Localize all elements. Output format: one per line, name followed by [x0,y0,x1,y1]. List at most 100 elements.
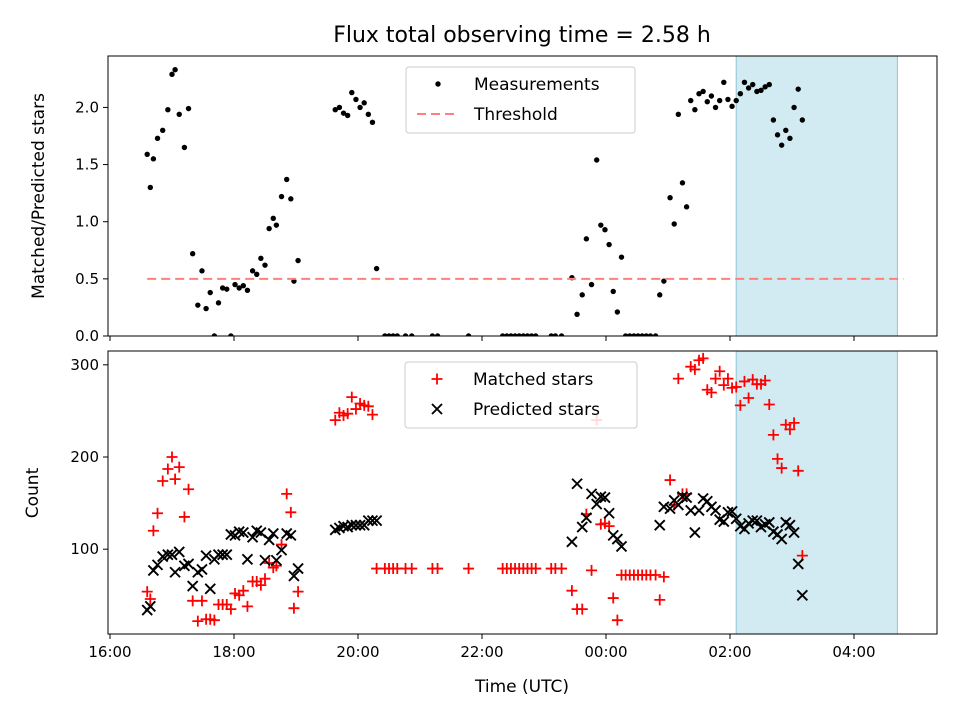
axes-frame [107,55,938,337]
chart-title: Flux total observing time = 2.58 h [333,23,711,48]
matched-stars-point [241,600,253,612]
predicted-stars-point [275,544,288,556]
predicted-stars-point [169,566,181,578]
predicted-stars-point [788,526,800,539]
predicted-stars-point [693,504,705,517]
predicted-stars-point [173,546,185,558]
matched-stars-point [697,352,709,364]
matched-stars-point [689,363,701,375]
measurement-point [696,91,702,97]
predicted-stars-point [654,519,666,531]
predicted-stars-point [585,488,598,500]
predicted-stars-point [186,580,199,592]
predicted-stars-point [676,490,689,503]
predicted-stars-point [763,516,775,529]
matched-stars-point [362,400,374,412]
measurement-point [382,333,388,336]
predicted-stars-point [689,526,701,539]
predicted-stars-point [288,570,300,582]
matched-stars-point [788,417,800,429]
measurement-point [622,333,629,336]
predicted-stars-point [566,536,578,548]
measurement-point [357,104,363,111]
measurement-point [750,81,756,88]
measurement-point [195,302,201,308]
measurement-point [737,91,744,97]
x-tick-label: 22:00 [460,643,503,661]
measurement-point [721,79,727,85]
measurement-point [758,87,764,93]
measurement-point [270,215,276,221]
predicted-stars-point [685,504,697,517]
predicted-stars-point [225,528,237,541]
measurement-point [284,176,290,183]
matched-stars-point [169,473,181,485]
matched-stars-point [759,374,771,386]
x-tick-label: 00:00 [584,643,627,661]
measurement-point [657,292,663,298]
measurement-point [273,222,280,228]
legend-entry: Predicted stars [473,400,600,420]
measurement-point [783,127,789,133]
predicted-stars-point [571,478,583,490]
measurement-point [369,119,376,125]
predicted-stars-point [722,506,734,518]
predicted-stars-point [259,554,271,566]
matched-stars-point [342,408,354,420]
matched-stars-point [144,593,156,605]
matched-stars-point [672,373,684,385]
matched-stars-point [650,569,662,581]
matched-stars-point [329,414,341,426]
measurement-point [675,111,682,117]
legend: Matched stars Predicted stars [404,361,638,429]
measurement-point [504,333,510,336]
measurement-point [683,204,690,210]
matched-stars-point [346,391,358,403]
predicted-stars-point [246,531,259,543]
measurement-point [402,333,409,336]
measurement-point [254,271,260,277]
matched-stars-point [225,603,237,615]
measurement-point [799,117,806,123]
measurement-point [639,333,645,336]
predicted-stars-point [709,504,722,517]
predicted-stars-point [730,513,742,525]
predicted-stars-point [166,549,178,561]
measurement-point [228,333,234,336]
predicted-stars-point [200,549,212,562]
measurement-point [353,96,359,103]
legend-entry: Measurements [474,75,600,95]
bottom-y-axis-label: Count [23,467,43,518]
highlight-region [735,55,898,337]
matched-stars-point [463,563,475,575]
x-tick-label: 16:00 [88,643,131,661]
predicted-stars-point [701,495,713,507]
measurement-point [614,309,621,315]
matched-stars-point [722,373,734,385]
matched-stars-point [292,586,304,598]
measurement-point [712,104,719,111]
top-y-axis-label: Matched/Predicted stars [29,93,49,299]
measurement-point [692,107,698,113]
predicted-stars-point [775,533,788,545]
measurement-point [207,289,213,296]
measurement-point [336,104,343,111]
predicted-stars-point [576,521,588,533]
matched-stars-point [767,429,779,441]
matched-stars-point [157,475,169,487]
measurement-point [172,67,178,73]
measurement-point [434,333,441,336]
measurement-point [394,333,400,336]
measurement-point [150,156,157,162]
predicted-stars-point [237,526,249,539]
measurement-point [548,333,554,336]
measurement-point [361,100,367,106]
predicted-stars-point [292,562,304,575]
matched-stars-point [763,398,775,410]
x-tick-label: 18:00 [212,643,255,661]
measurement-point [409,333,415,336]
measurement-point [708,93,715,99]
measurement-point [787,135,793,141]
measurement-point [344,112,351,119]
predicted-stars-point [216,549,229,561]
